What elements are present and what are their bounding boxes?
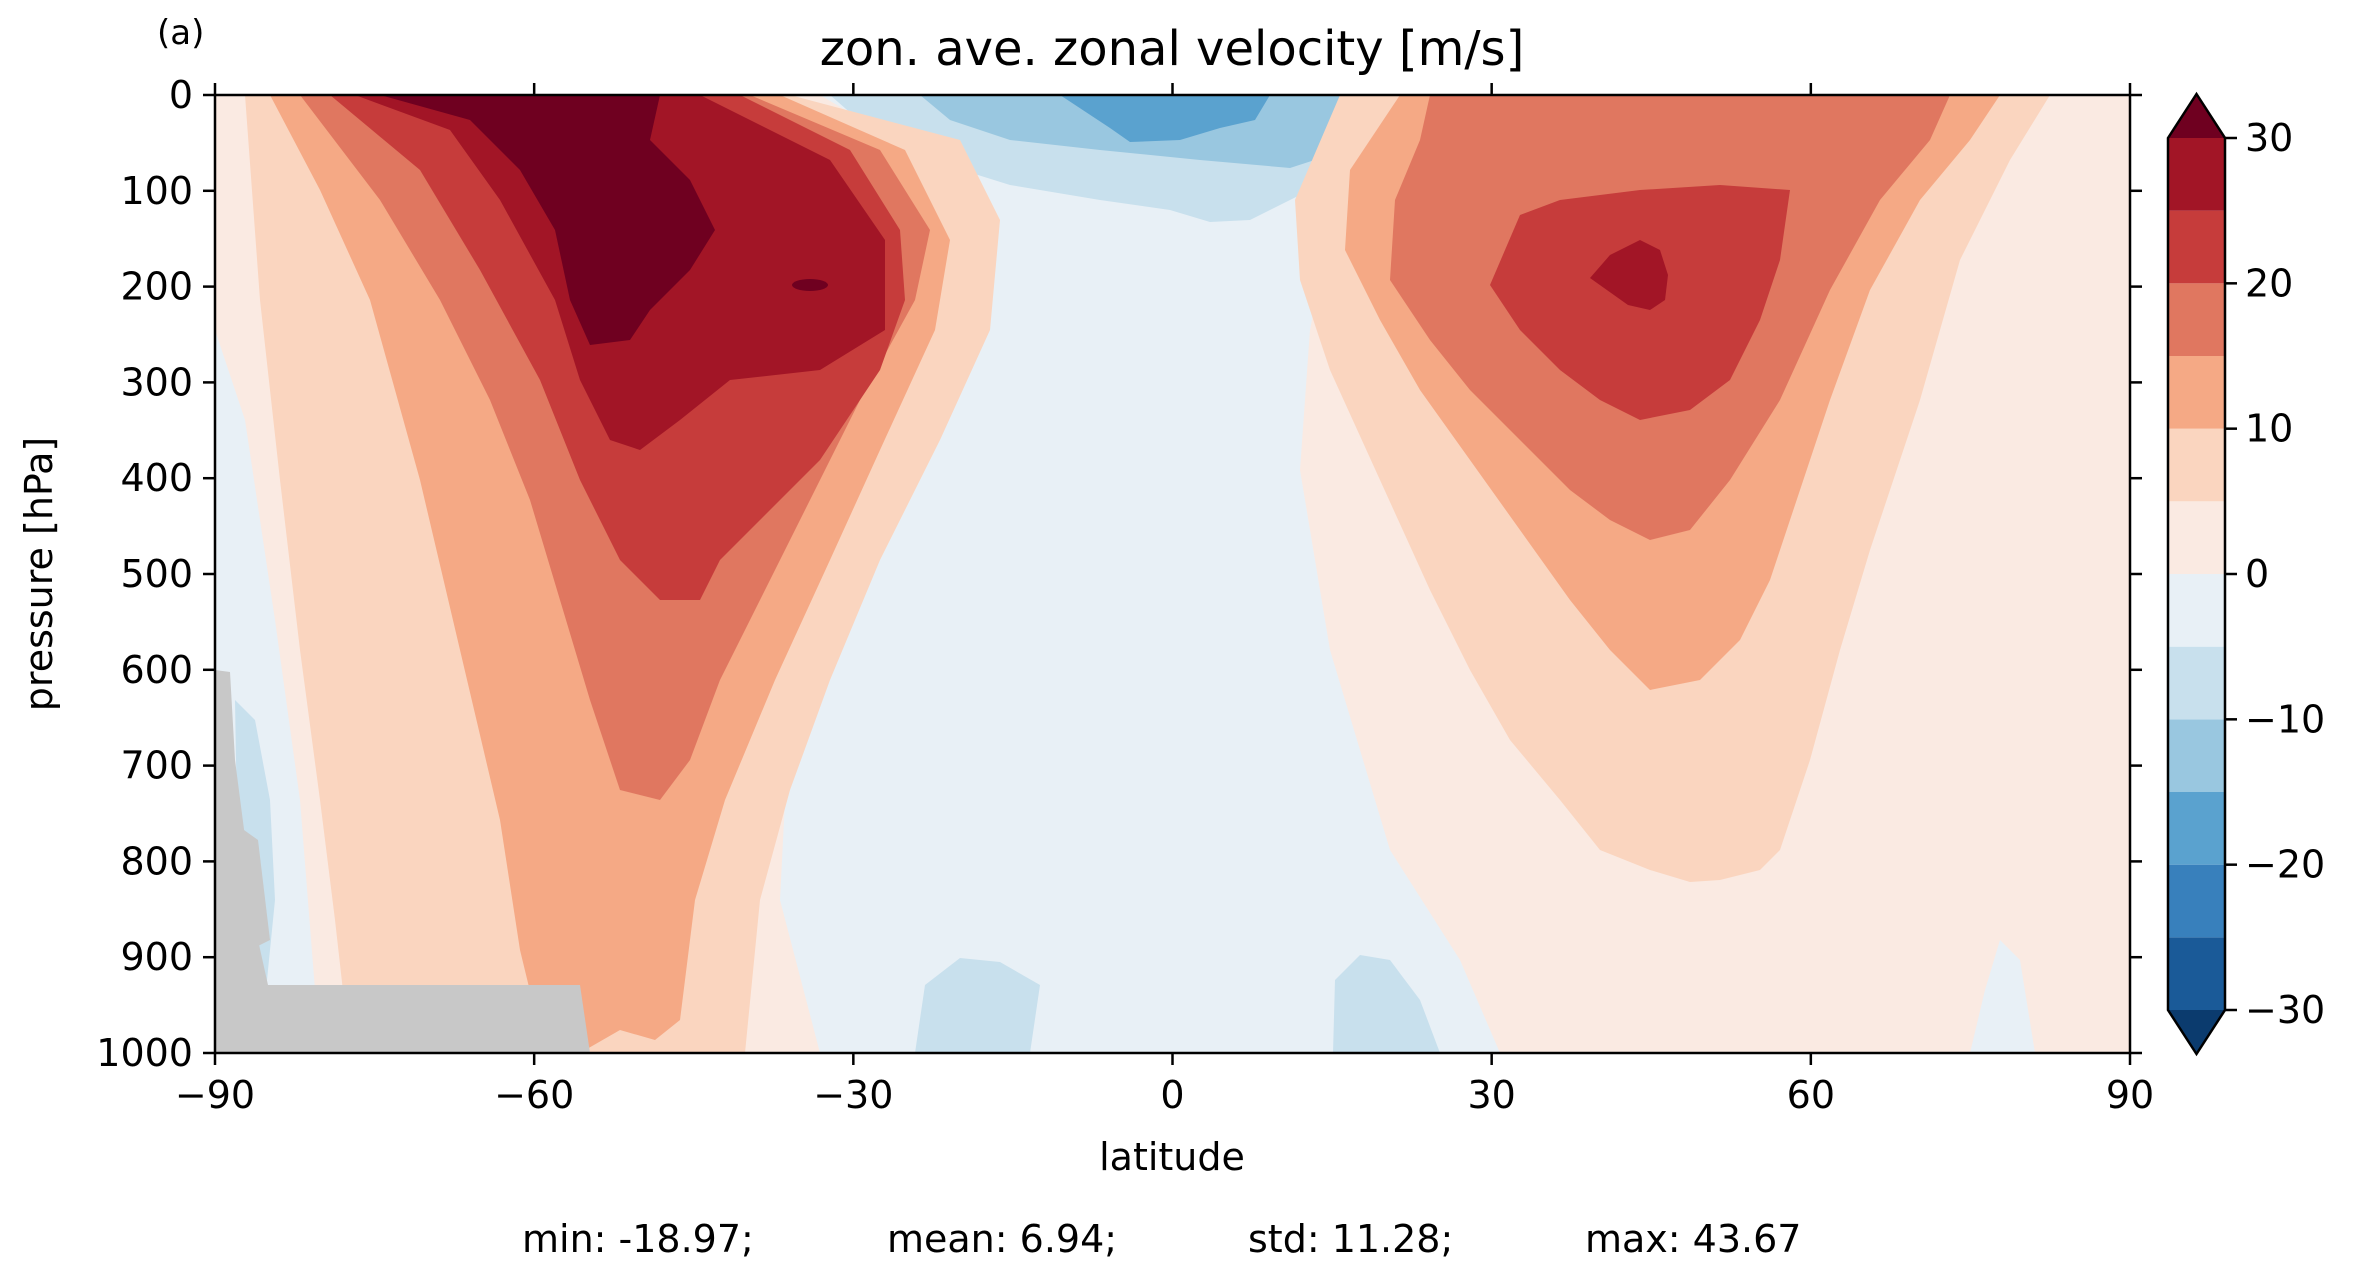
- contour-band-sh-30plus: [380, 95, 715, 345]
- y-tick-label: 0: [169, 73, 193, 117]
- y-tick-label: 900: [120, 935, 193, 979]
- masked-topography-notch: [230, 820, 270, 950]
- contour-band-sh-30plus-spot: [792, 279, 828, 291]
- colorbar-segment: [2168, 501, 2225, 574]
- y-tick-label: 700: [120, 744, 193, 788]
- y-tick-label: 800: [120, 839, 193, 883]
- colorbar-segment: [2168, 283, 2225, 356]
- colorbar-tick-label: 30: [2245, 116, 2293, 160]
- colorbar-tick-label: 10: [2245, 407, 2293, 451]
- colorbar-extend-min: [2168, 1010, 2225, 1054]
- y-tick-label: 600: [120, 648, 193, 692]
- colorbar-segment: [2168, 428, 2225, 502]
- colorbar-segment: [2168, 210, 2225, 284]
- colorbar-ticks: 30 20 10 0 −10 −20 −30: [2225, 116, 2325, 1032]
- contour-field: [215, 95, 2130, 1053]
- y-axis-label: pressure [hPa]: [17, 437, 61, 711]
- y-tick-label: 500: [120, 552, 193, 596]
- colorbar-tick-label: 0: [2245, 552, 2269, 596]
- colorbar-segment: [2168, 937, 2225, 1010]
- panel-label: (a): [157, 13, 204, 53]
- y-tick-label: 300: [120, 360, 193, 404]
- stat-min: min: -18.97;: [522, 1217, 754, 1261]
- chart-title: zon. ave. zonal velocity [m/s]: [820, 21, 1525, 77]
- contour-band-neg15-20: [1060, 95, 1270, 142]
- colorbar-segment: [2168, 864, 2225, 938]
- colorbar-segment: [2168, 574, 2225, 647]
- colorbar-tick-label: −30: [2245, 988, 2325, 1032]
- contour-band-nh-25-30: [1590, 240, 1668, 310]
- y-tick-label: 200: [120, 265, 193, 309]
- x-tick-label: 60: [1787, 1073, 1835, 1117]
- colorbar-tick-label: −20: [2245, 843, 2325, 887]
- x-tick-label: −60: [494, 1073, 574, 1117]
- y-tick-label: 1000: [96, 1031, 193, 1075]
- colorbar-segment: [2168, 792, 2225, 865]
- colorbar-segment: [2168, 356, 2225, 429]
- x-tick-label: 30: [1467, 1073, 1515, 1117]
- x-tick-label: 90: [2106, 1073, 2154, 1117]
- colorbar-extend-max: [2168, 94, 2225, 138]
- x-axis-label: latitude: [1099, 1135, 1245, 1179]
- colorbar-segment: [2168, 719, 2225, 792]
- x-tick-label: −90: [175, 1073, 255, 1117]
- colorbar-tick-label: 20: [2245, 261, 2293, 305]
- colorbar-segment: [2168, 646, 2225, 720]
- stat-std: std: 11.28;: [1248, 1217, 1453, 1261]
- y-tick-label: 400: [120, 456, 193, 500]
- colorbar-segment: [2168, 138, 2225, 211]
- contour-band-neg5-10-sfc2: [1333, 955, 1440, 1053]
- stat-max: max: 43.67: [1585, 1217, 1801, 1261]
- x-tick-label: −30: [813, 1073, 893, 1117]
- colorbar: [2166, 91, 2227, 1057]
- masked-topography: [215, 670, 590, 1053]
- x-axis-ticks: −90 −60 −30 0 30 60 90: [175, 83, 2154, 1117]
- x-tick-label: 0: [1160, 1073, 1184, 1117]
- y-axis-ticks: 0 100 200 300 400 500 600 700 800 900 1000: [96, 73, 2142, 1075]
- stat-mean: mean: 6.94;: [887, 1217, 1117, 1261]
- contour-band-neg0-5-east: [1970, 940, 2035, 1053]
- colorbar-tick-label: −10: [2245, 697, 2325, 741]
- contour-band-neg5-10-sfc1: [915, 958, 1040, 1053]
- y-tick-label: 100: [120, 169, 193, 213]
